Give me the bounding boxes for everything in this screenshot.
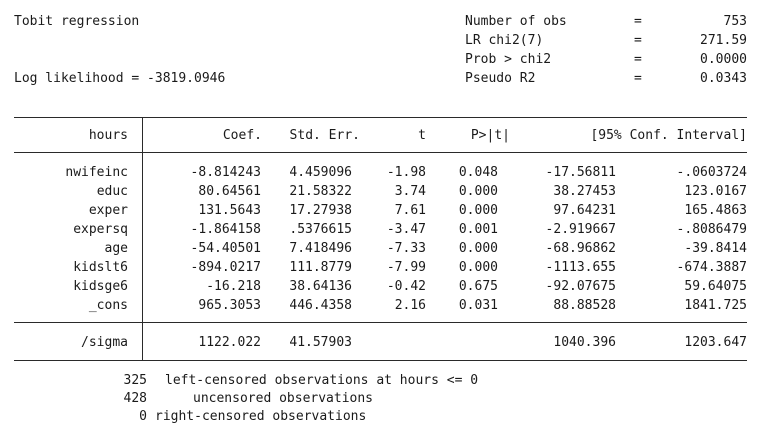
column-header: Coef. <box>222 128 262 143</box>
ci-upper-value: 123.0167 <box>684 184 747 199</box>
t-value: 3.74 <box>394 184 426 199</box>
stat-value: 0.0343 <box>700 71 747 86</box>
column-header: Std. Err. <box>289 128 360 143</box>
ci-lower-value: -68.96862 <box>545 241 616 256</box>
ci-lower-value: 97.64231 <box>553 203 616 218</box>
ci-upper-value: 59.64075 <box>684 279 747 294</box>
t-value: -3.47 <box>386 222 426 237</box>
stat-value: 0.0000 <box>700 52 747 67</box>
ci-lower-value: -92.07675 <box>545 279 616 294</box>
p-value: 0.675 <box>458 279 498 294</box>
log-likelihood: Log likelihood = -3819.0946 <box>14 71 226 86</box>
column-header: hours <box>88 128 128 143</box>
censor-count: 325 <box>123 373 147 388</box>
p-value: 0.000 <box>458 241 498 256</box>
std-err-value: 41.57903 <box>289 335 352 350</box>
t-value: -0.42 <box>386 279 426 294</box>
std-err-value: 446.4358 <box>289 298 352 313</box>
censor-count: 428 <box>123 391 147 406</box>
ci-upper-value: 1203.647 <box>684 335 747 350</box>
stat-equals: = <box>634 52 642 67</box>
stat-value: 753 <box>723 14 747 29</box>
stat-label: Pseudo R2 <box>465 71 536 86</box>
t-value: -7.99 <box>386 260 426 275</box>
coef-value: 1122.022 <box>198 335 261 350</box>
variable-name: nwifeinc <box>65 165 128 180</box>
p-value: 0.031 <box>458 298 498 313</box>
variable-name: age <box>104 241 128 256</box>
ci-lower-value: -17.56811 <box>545 165 616 180</box>
std-err-value: .5376615 <box>289 222 352 237</box>
table-column-divider <box>142 117 143 361</box>
ci-upper-value: -39.8414 <box>684 241 747 256</box>
stat-equals: = <box>634 14 642 29</box>
coef-value: -16.218 <box>206 279 261 294</box>
regression-title: Tobit regression <box>14 14 140 29</box>
t-value: 2.16 <box>394 298 426 313</box>
ci-upper-value: 165.4863 <box>684 203 747 218</box>
ci-lower-value: -1113.655 <box>545 260 616 275</box>
coef-value: 131.5643 <box>198 203 261 218</box>
column-header: [95% Conf. Interval] <box>590 128 747 143</box>
stat-equals: = <box>634 33 642 48</box>
censor-text: left-censored observations at hours <= 0 <box>165 373 479 388</box>
ci-lower-value: 38.27453 <box>553 184 616 199</box>
std-err-value: 38.64136 <box>289 279 352 294</box>
censor-count: 0 <box>139 409 147 424</box>
p-value: 0.048 <box>458 165 498 180</box>
table-top-rule <box>14 117 747 118</box>
p-value: 0.000 <box>458 203 498 218</box>
std-err-value: 111.8779 <box>289 260 352 275</box>
ci-lower-value: 88.88528 <box>553 298 616 313</box>
std-err-value: 4.459096 <box>289 165 352 180</box>
variable-name: educ <box>96 184 128 199</box>
coef-value: -8.814243 <box>190 165 261 180</box>
variable-name: _cons <box>88 298 128 313</box>
variable-name: kidslt6 <box>73 260 128 275</box>
coef-value: -54.40501 <box>190 241 261 256</box>
p-value: 0.000 <box>458 184 498 199</box>
ci-lower-value: 1040.396 <box>553 335 616 350</box>
stat-label: Prob > chi2 <box>465 52 552 67</box>
ci-upper-value: -.0603724 <box>676 165 747 180</box>
stat-equals: = <box>634 71 642 86</box>
coef-value: -894.0217 <box>190 260 261 275</box>
std-err-value: 17.27938 <box>289 203 352 218</box>
ci-upper-value: -674.3887 <box>676 260 747 275</box>
variable-name: kidsge6 <box>73 279 128 294</box>
variable-name: expersq <box>73 222 128 237</box>
variable-name: exper <box>88 203 128 218</box>
variable-name: /sigma <box>81 335 128 350</box>
coef-value: 80.64561 <box>198 184 261 199</box>
column-header: t <box>418 128 426 143</box>
sigma-rule <box>14 322 747 323</box>
coef-value: 965.3053 <box>198 298 261 313</box>
p-value: 0.001 <box>458 222 498 237</box>
ci-upper-value: -.8086479 <box>676 222 747 237</box>
stat-value: 271.59 <box>700 33 747 48</box>
std-err-value: 7.418496 <box>289 241 352 256</box>
header-rule <box>14 152 747 153</box>
ci-lower-value: -2.919667 <box>545 222 616 237</box>
stat-label: Number of obs <box>465 14 567 29</box>
stat-label: LR chi2(7) <box>465 33 544 48</box>
ci-upper-value: 1841.725 <box>684 298 747 313</box>
column-header: P>|t| <box>470 128 510 143</box>
t-value: -7.33 <box>386 241 426 256</box>
table-bottom-rule <box>14 360 747 361</box>
t-value: -1.98 <box>386 165 426 180</box>
t-value: 7.61 <box>394 203 426 218</box>
std-err-value: 21.58322 <box>289 184 352 199</box>
censor-text: right-censored observations <box>155 409 367 424</box>
p-value: 0.000 <box>458 260 498 275</box>
coef-value: -1.864158 <box>190 222 261 237</box>
censor-text: uncensored observations <box>193 391 374 406</box>
